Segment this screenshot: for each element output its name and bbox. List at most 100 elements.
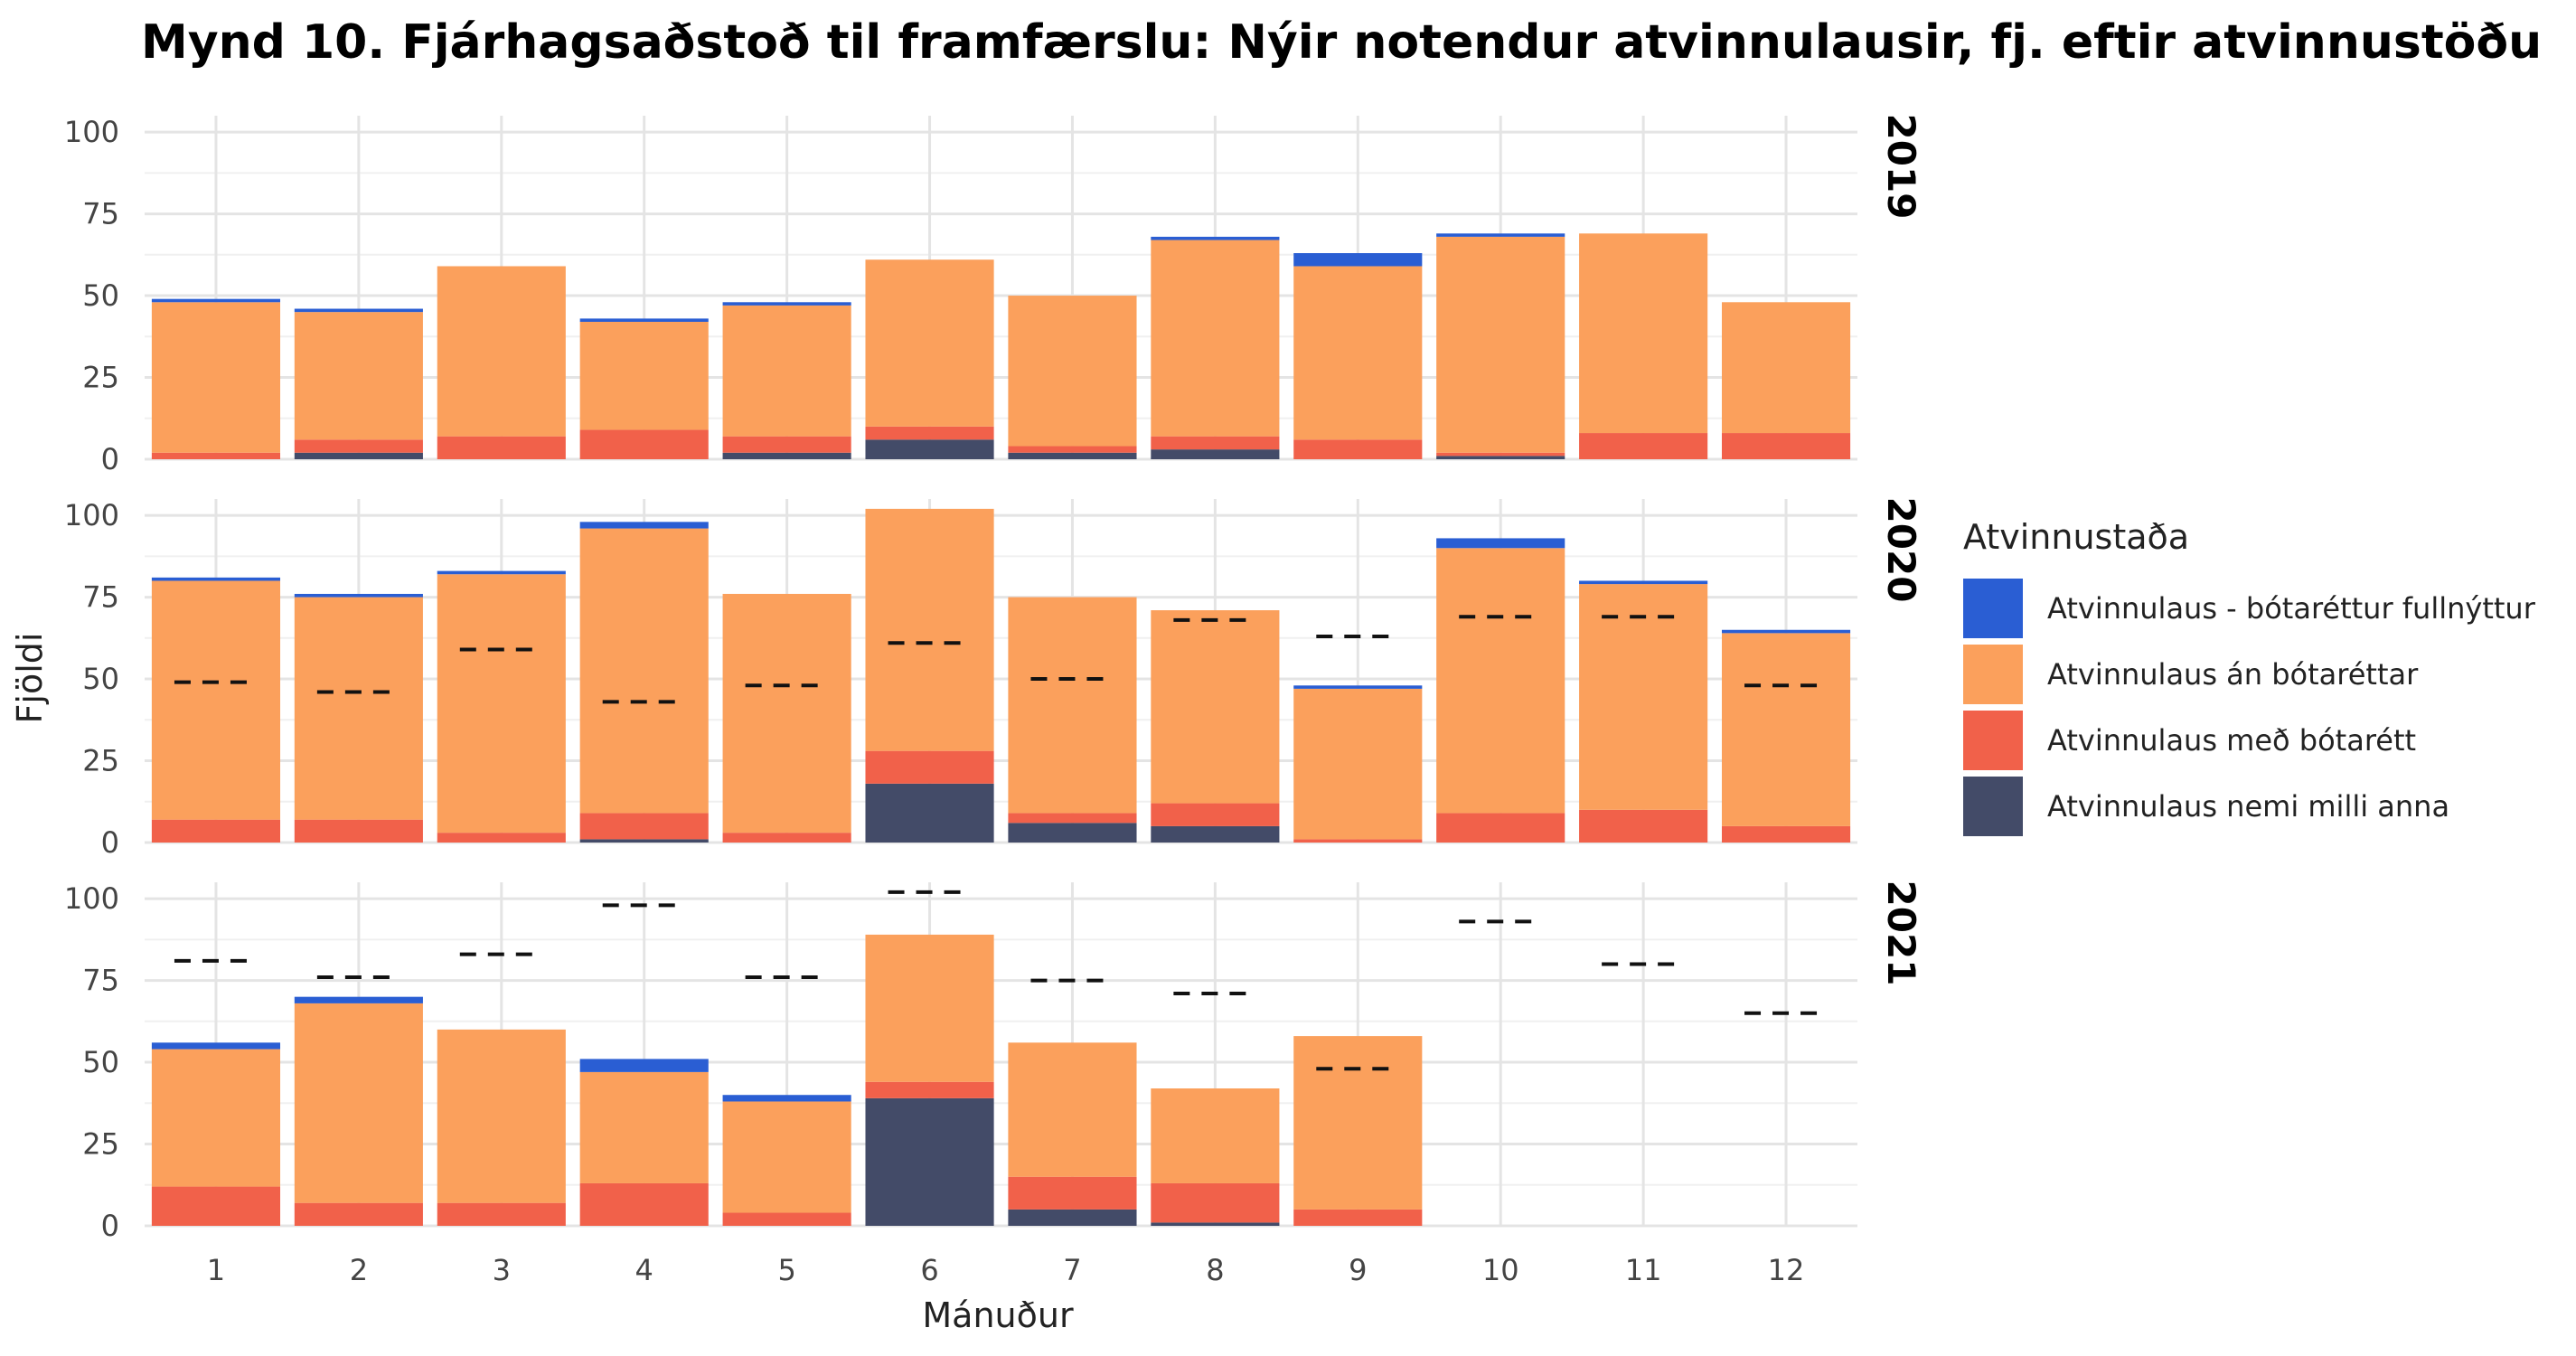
legend-label: Atvinnulaus nemi milli anna: [2047, 789, 2449, 824]
y-tick-label: 25: [82, 361, 119, 395]
bar-segment: [1151, 1182, 1280, 1223]
bar-segment: [294, 593, 423, 598]
legend: Atvinnustaða Atvinnulaus - bótaréttur fu…: [1963, 517, 2536, 836]
bar-segment: [1436, 233, 1565, 237]
bar-segment: [1436, 538, 1565, 549]
bar-segment: [1436, 813, 1565, 843]
facet-label: 2019: [1879, 114, 1923, 220]
y-tick-label: 100: [64, 498, 119, 532]
bar-segment: [1151, 436, 1280, 450]
bar-segment: [579, 429, 709, 459]
bar-segment: [294, 1202, 423, 1226]
bar-segment: [1008, 823, 1137, 843]
bar-segment: [1293, 1036, 1423, 1210]
bar-segment: [1151, 610, 1280, 804]
bar-segment: [1721, 629, 1851, 634]
bar-segment: [151, 1049, 281, 1187]
bar-segment: [1151, 240, 1280, 437]
bar-segment: [1579, 809, 1708, 843]
bar-segment: [865, 259, 994, 427]
facet-label: 2021: [1879, 880, 1923, 986]
legend-label: Atvinnulaus með bótarétt: [2047, 723, 2416, 758]
bar-segment: [1008, 446, 1137, 453]
bar-segment: [294, 597, 423, 820]
bar-segment: [1293, 688, 1423, 840]
bar-segment: [1008, 597, 1137, 814]
y-axis-title: Fjöldi: [10, 633, 50, 724]
x-tick-label: 11: [1625, 1253, 1662, 1287]
bar-segment: [579, 522, 709, 529]
bar-segment: [1293, 439, 1423, 459]
y-tick-label: 50: [82, 278, 119, 313]
bar-segment: [865, 439, 994, 459]
legend-swatch: [1963, 777, 2023, 836]
chart-title: Mynd 10. Fjárhagsaðstoð til framfærslu: …: [141, 15, 2542, 70]
facet-label: 2020: [1879, 497, 1923, 603]
bar-segment: [1436, 452, 1565, 457]
bar-segment: [151, 1186, 281, 1226]
bar-segment: [722, 302, 851, 306]
x-tick-label: 10: [1482, 1253, 1519, 1287]
bar-segment: [579, 1071, 709, 1183]
bar-segment: [1293, 1209, 1423, 1226]
x-tick-label: 4: [635, 1253, 653, 1287]
bar-segment: [865, 426, 994, 440]
bar-segment: [1436, 236, 1565, 453]
panel-2020: 0 25 50 75 100 2020: [64, 497, 1923, 860]
bar-segment: [437, 1029, 566, 1203]
y-tick-label: 25: [82, 744, 119, 778]
panel-2019: 0 25 50 75 100 2019: [64, 114, 1923, 476]
bar-segment: [1293, 253, 1423, 267]
bar-segment: [294, 308, 423, 313]
bar-segment: [579, 528, 709, 814]
bar-segment: [722, 452, 851, 459]
bar-segment: [151, 302, 281, 453]
bar-segment: [1579, 233, 1708, 434]
x-tick-label: 8: [1206, 1253, 1224, 1287]
bar-segment: [865, 508, 994, 751]
bar-segment: [151, 452, 281, 459]
bar-segment: [437, 574, 566, 833]
bar-segment: [865, 750, 994, 784]
bar-segment: [1721, 825, 1851, 843]
bar-segment: [1008, 296, 1137, 447]
bar-segment: [865, 1097, 994, 1226]
bar-segment: [1579, 580, 1708, 585]
bar-segment: [294, 996, 423, 1003]
legend-swatch: [1963, 711, 2023, 770]
bar-segment: [1721, 433, 1851, 459]
x-axis-title: Mánuður: [922, 1295, 1074, 1335]
bar-segment: [1151, 803, 1280, 826]
bar-segment: [151, 819, 281, 843]
x-tick-label: 5: [777, 1253, 795, 1287]
bar-segment: [151, 580, 281, 820]
bar-segment: [579, 1182, 709, 1226]
bar-segment: [579, 839, 709, 843]
bar-segment: [1008, 1176, 1137, 1210]
bar-segment: [1151, 825, 1280, 843]
legend-title: Atvinnustaða: [1963, 517, 2189, 557]
x-tick-label: 9: [1349, 1253, 1367, 1287]
bar-segment: [151, 1042, 281, 1050]
legend-swatch: [1963, 645, 2023, 704]
bar-segment: [151, 298, 281, 303]
bar-segment: [722, 1101, 851, 1213]
x-tick-label: 6: [920, 1253, 938, 1287]
bar-segment: [294, 312, 423, 440]
bar-segment: [865, 1081, 994, 1098]
bar-segment: [1579, 584, 1708, 810]
bar-segment: [1151, 1088, 1280, 1183]
legend-label: Atvinnulaus - bótaréttur fullnýttur: [2047, 591, 2536, 626]
bar-segment: [437, 833, 566, 843]
bar-segment: [722, 593, 851, 833]
bar-segment: [1008, 1042, 1137, 1177]
y-tick-label: 100: [64, 115, 119, 149]
bar-segment: [579, 1059, 709, 1072]
legend-label: Atvinnulaus án bótaréttar: [2047, 657, 2419, 692]
bar-segment: [1293, 266, 1423, 440]
bar-segment: [722, 833, 851, 843]
x-tick-label: 1: [207, 1253, 225, 1287]
